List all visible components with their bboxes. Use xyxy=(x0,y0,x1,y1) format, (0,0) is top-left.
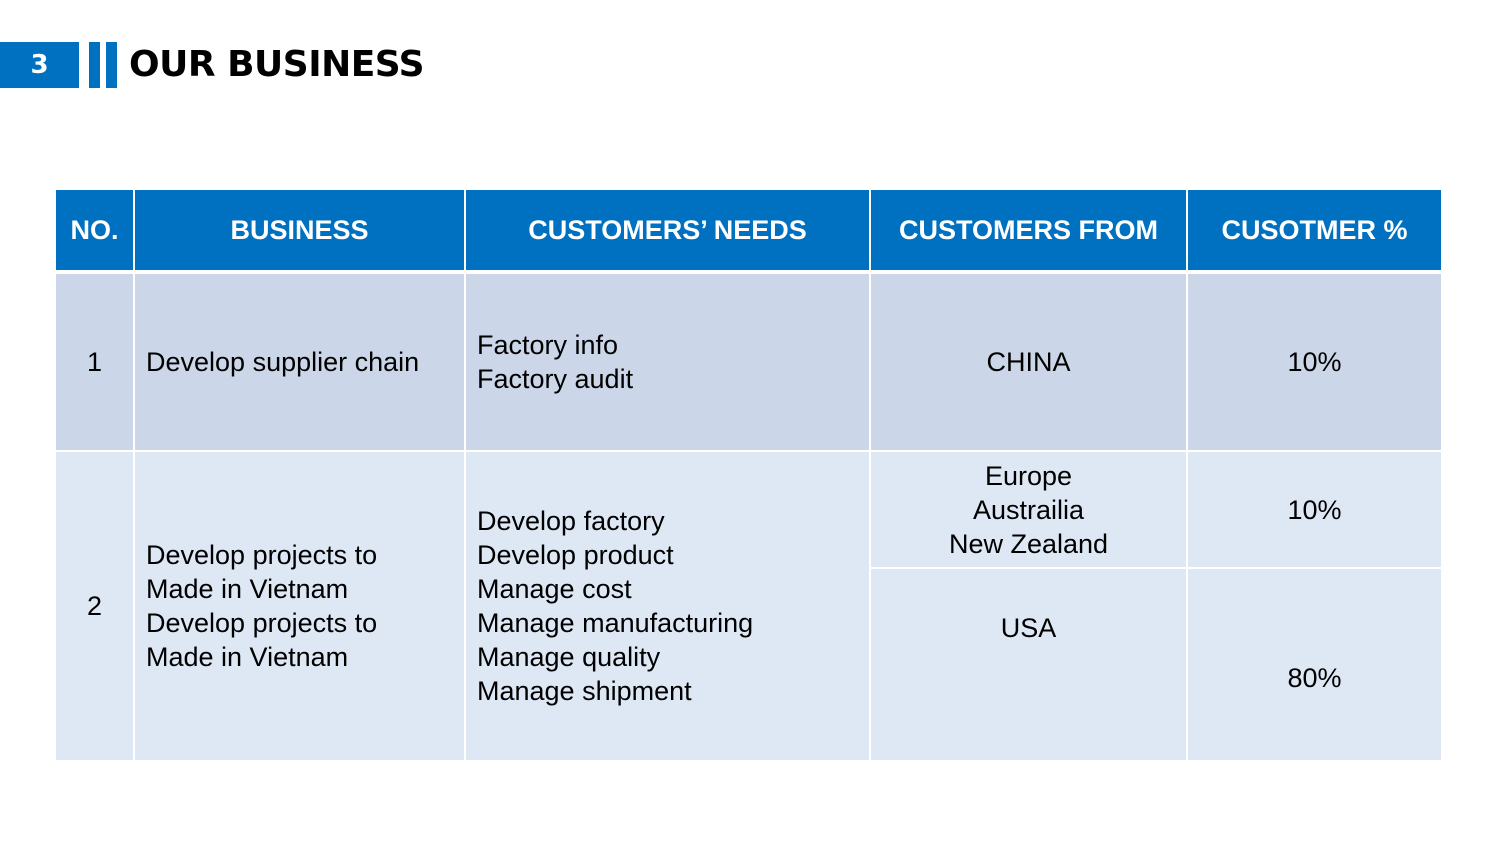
need-item: Factory info xyxy=(477,330,619,360)
customer-percent-cell: 80% xyxy=(1186,567,1441,760)
header-customers-from: CUSTOMERS FROM xyxy=(869,190,1187,274)
customer-percent-cell: 10% xyxy=(1186,271,1441,451)
business-line: Made in Vietnam xyxy=(146,574,349,604)
business-line: Develop projects to xyxy=(146,540,378,570)
table-row: USA 80% xyxy=(56,567,1441,760)
need-item: Manage manufacturing xyxy=(477,608,754,638)
needs-cell: Develop factory Develop product Manage c… xyxy=(464,450,870,760)
business-line: Develop supplier chain xyxy=(146,347,420,377)
need-item: Manage shipment xyxy=(477,676,692,706)
need-item: Factory audit xyxy=(477,364,634,394)
need-item: Develop product xyxy=(477,540,674,570)
title-accent-bar xyxy=(89,42,100,88)
customers-from-cell: Europe Austrailia New Zealand xyxy=(869,450,1187,568)
customer-percent-cell: 10% xyxy=(1186,450,1441,568)
page-title: OUR BUSINESS xyxy=(129,44,425,85)
market-name: CHINA xyxy=(986,347,1071,377)
customers-from-cell: CHINA xyxy=(869,271,1187,451)
header-no: NO. xyxy=(56,190,134,274)
need-item: Develop factory xyxy=(477,506,665,536)
table-row: 2 Develop projects to Made in Vietnam De… xyxy=(56,450,1441,760)
business-line: Made in Vietnam xyxy=(146,642,349,672)
header-customers-needs: CUSTOMERS’ NEEDS xyxy=(464,190,870,274)
market-name: Europe xyxy=(984,460,1073,491)
title-accent-bar xyxy=(106,42,117,88)
header-customer-percent: CUSOTMER % xyxy=(1186,190,1441,274)
market-name: Austrailia xyxy=(972,494,1085,525)
market-name: USA xyxy=(1000,613,1057,643)
slide-number-badge: 3 xyxy=(0,42,79,88)
row-number: 1 xyxy=(56,271,134,451)
market-name: New Zealand xyxy=(948,528,1109,559)
table-header-row: NO. BUSINESS CUSTOMERS’ NEEDS CUSTOMERS … xyxy=(56,190,1441,274)
business-cell: Develop supplier chain xyxy=(133,271,465,451)
customers-from-cell: USA xyxy=(869,567,1187,760)
table-row: 1 Develop supplier chain Factory info Fa… xyxy=(56,271,1441,451)
need-item: Manage quality xyxy=(477,642,661,672)
business-line: Develop projects to xyxy=(146,608,378,638)
need-item: Manage cost xyxy=(477,574,632,604)
business-table-container: NO. BUSINESS CUSTOMERS’ NEEDS CUSTOMERS … xyxy=(56,190,1441,760)
row-number: 2 xyxy=(56,450,134,760)
needs-cell: Factory info Factory audit xyxy=(464,271,870,451)
business-table: NO. BUSINESS CUSTOMERS’ NEEDS CUSTOMERS … xyxy=(56,190,1441,760)
business-cell: Develop projects to Made in Vietnam Deve… xyxy=(133,450,465,760)
header-business: BUSINESS xyxy=(133,190,465,274)
